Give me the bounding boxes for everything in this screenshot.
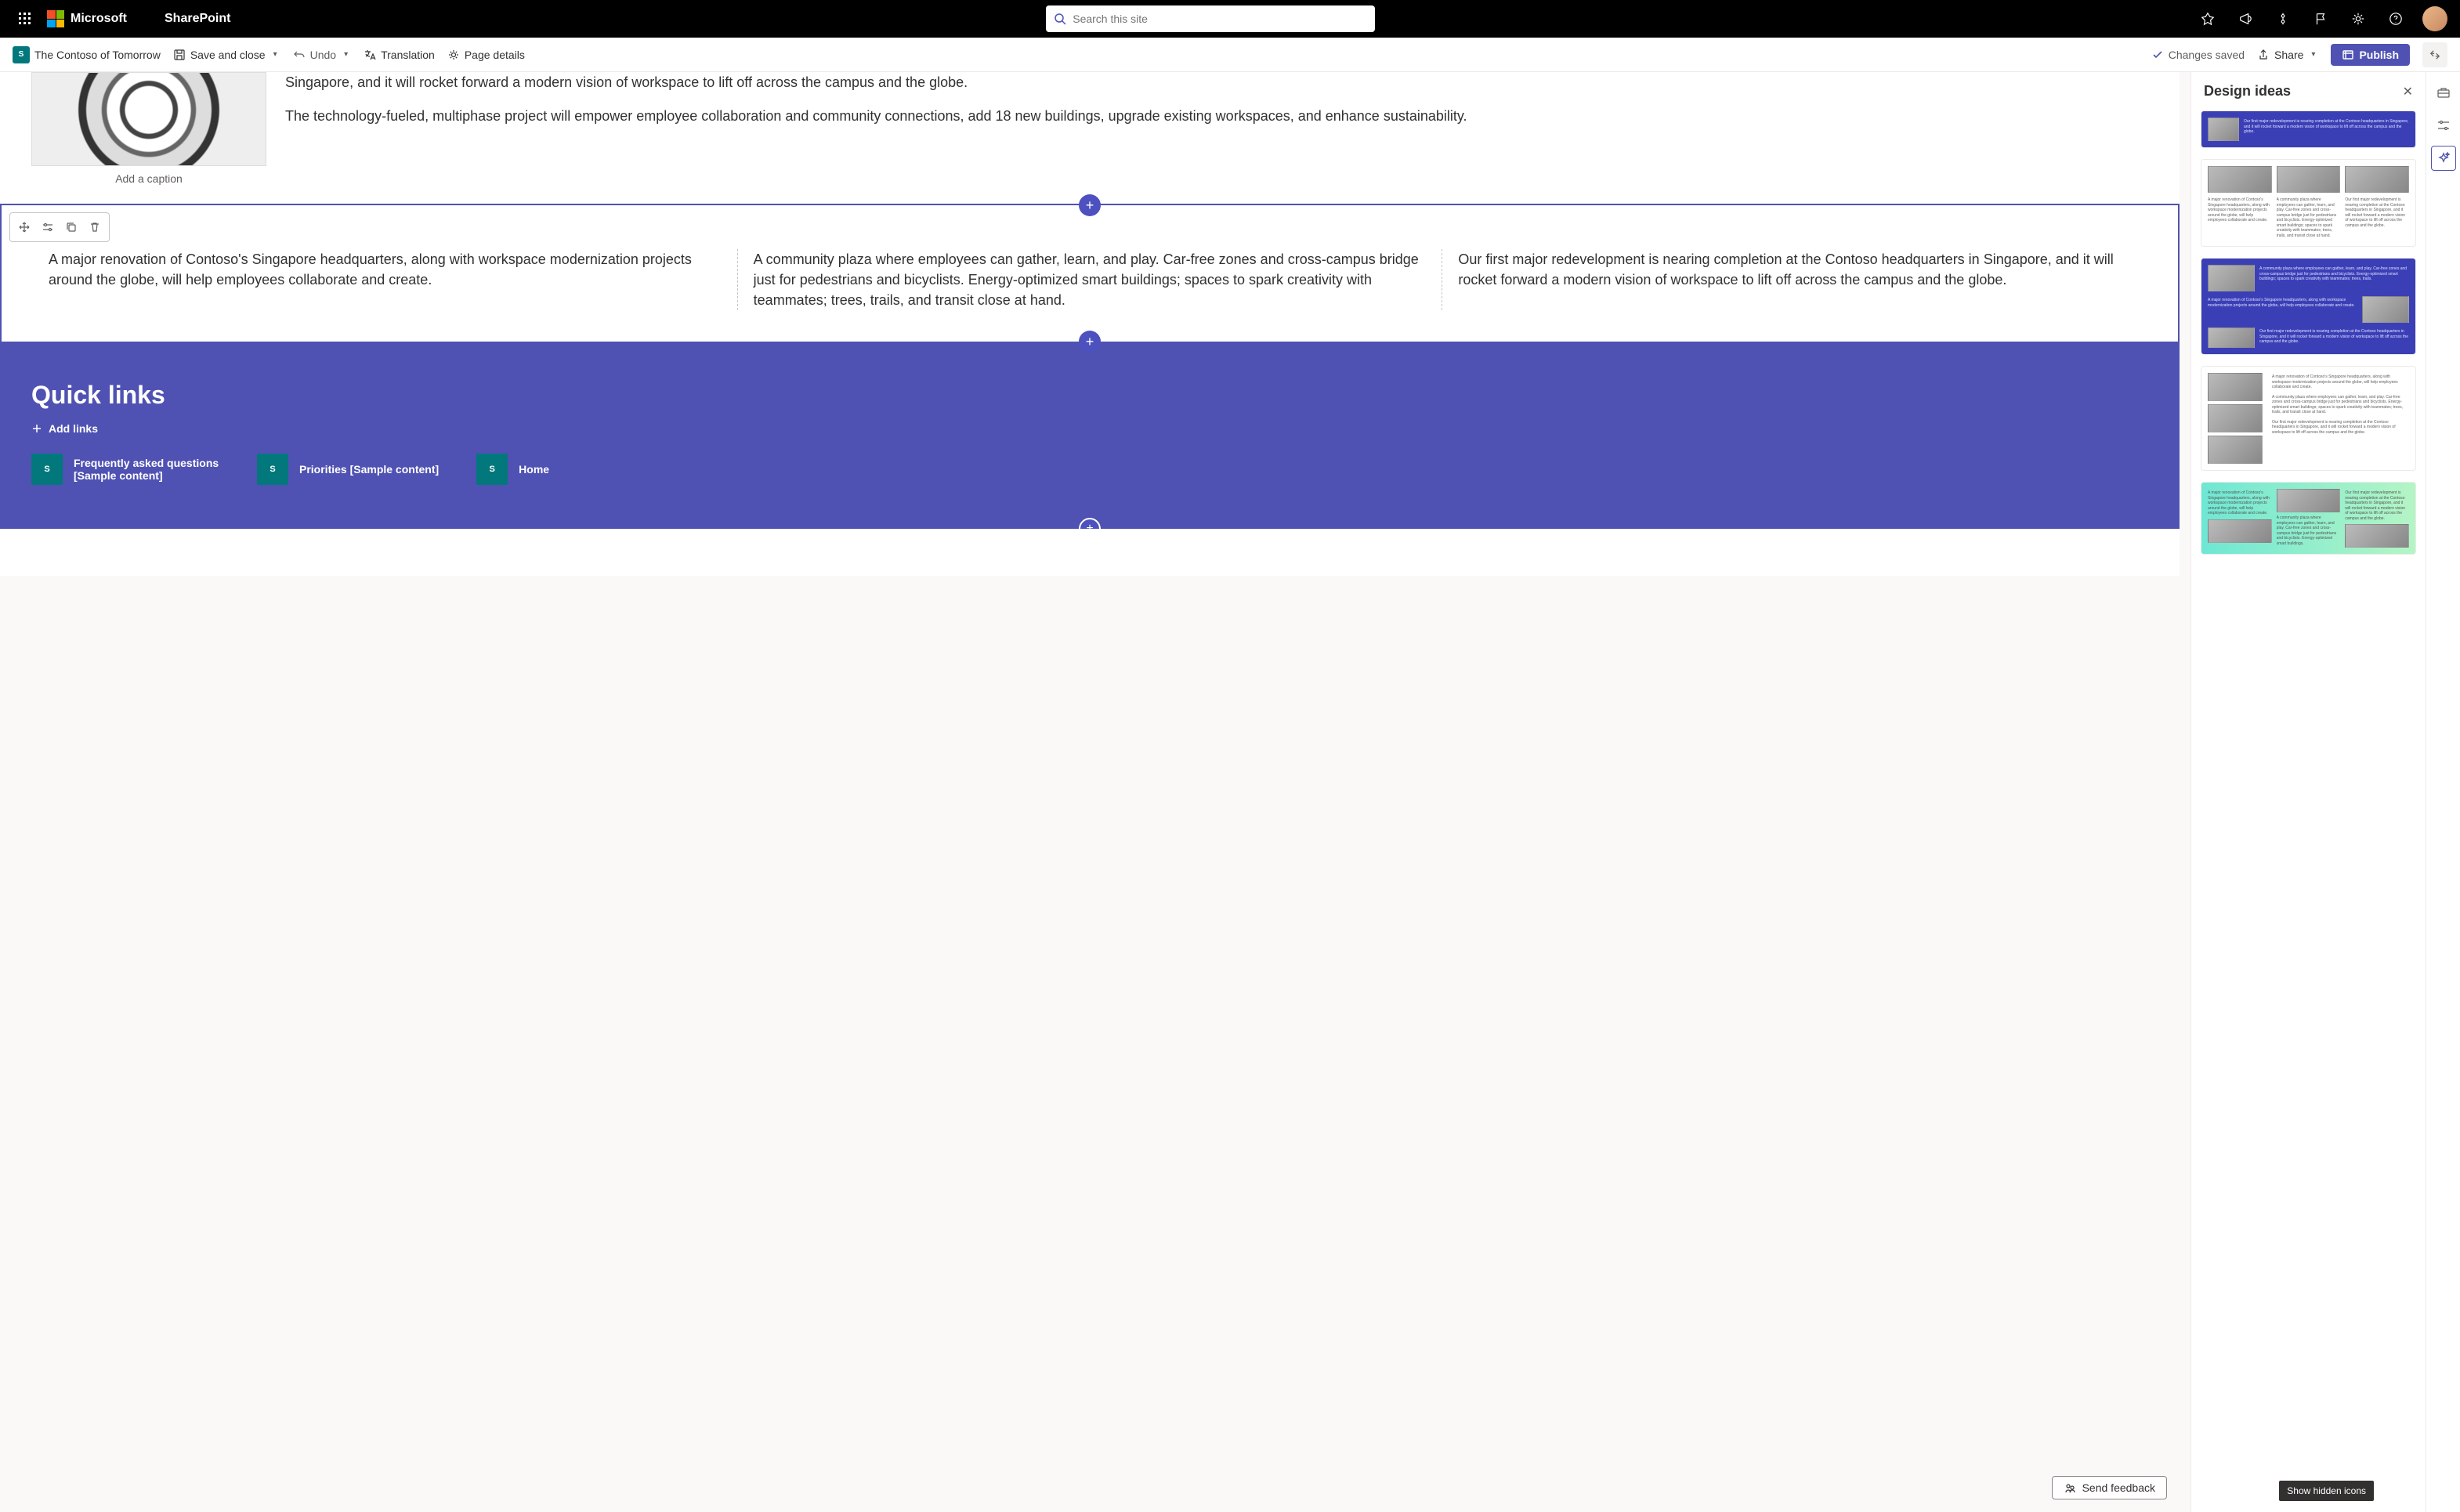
search-box[interactable] (1046, 5, 1375, 32)
translation-icon (364, 49, 376, 61)
quick-links-section: Quick links Add links S Frequently asked… (0, 343, 2180, 529)
translation-button[interactable]: Translation (364, 49, 435, 61)
hero-para-2: The technology-fueled, multiphase projec… (285, 106, 2148, 127)
page-canvas[interactable]: Add a caption Singapore, and it will roc… (0, 72, 2190, 1512)
microsoft-logo: Microsoft (47, 10, 127, 27)
undo-icon (293, 49, 306, 61)
brand-label: Microsoft (71, 12, 127, 26)
image-caption-placeholder[interactable]: Add a caption (31, 172, 266, 185)
design-ideas-button[interactable] (2431, 146, 2456, 171)
properties-button[interactable] (2431, 113, 2456, 138)
design-ideas-list[interactable]: Our first major redevelopment is nearing… (2191, 110, 2426, 1512)
megaphone-icon[interactable] (2228, 0, 2263, 38)
user-avatar[interactable] (2422, 6, 2447, 31)
design-idea-card[interactable]: A major renovation of Contoso's Singapor… (2201, 482, 2416, 555)
gear-icon (447, 49, 460, 61)
publish-button[interactable]: Publish (2331, 44, 2410, 66)
quick-link-label: Priorities [Sample content] (299, 463, 439, 476)
sharepoint-page-icon: S (31, 454, 63, 485)
delete-section-button[interactable] (84, 216, 106, 238)
add-section-top-button[interactable]: + (1079, 194, 1101, 216)
save-icon (173, 49, 186, 61)
site-icon: S (13, 46, 30, 63)
quick-link-item[interactable]: S Frequently asked questions [Sample con… (31, 454, 219, 485)
quick-link-item[interactable]: S Priorities [Sample content] (257, 454, 439, 485)
page-details-button[interactable]: Page details (447, 49, 525, 61)
save-and-close-button[interactable]: Save and close ▾ (173, 49, 280, 61)
sliders-icon (2436, 118, 2451, 132)
settings-icon[interactable] (2341, 0, 2375, 38)
sharepoint-page-icon: S (476, 454, 508, 485)
share-icon (2257, 49, 2270, 61)
column-2-text[interactable]: A community plaza where employees can ga… (737, 249, 1442, 310)
suite-header: Microsoft SharePoint (0, 0, 2460, 38)
flag-icon[interactable] (2303, 0, 2338, 38)
plus-icon (31, 423, 42, 434)
add-links-button[interactable]: Add links (31, 422, 2148, 435)
hero-para-1: Singapore, and it will rocket forward a … (285, 72, 2148, 93)
design-idea-card[interactable]: A major renovation of Contoso's Singapor… (2201, 366, 2416, 471)
quick-links-title: Quick links (31, 381, 2148, 410)
hero-section: Add a caption Singapore, and it will roc… (0, 72, 2180, 204)
hero-image[interactable] (31, 72, 266, 166)
search-icon (1054, 13, 1066, 25)
feedback-icon (2064, 1481, 2076, 1494)
settings-gear-alt-icon[interactable] (2266, 0, 2300, 38)
selected-section[interactable]: + A major renovation of Contoso's Singap… (0, 204, 2180, 343)
collapse-icon (2429, 49, 2440, 60)
checkmark-icon (2151, 49, 2164, 61)
search-input[interactable] (1073, 13, 1367, 25)
design-idea-card[interactable]: A community plaza where employees can ga… (2201, 258, 2416, 355)
quick-link-item[interactable]: S Home (476, 454, 549, 485)
changes-saved-status: Changes saved (2151, 49, 2245, 61)
panel-close-button[interactable]: ✕ (2403, 84, 2413, 99)
quick-link-label: Frequently asked questions [Sample conte… (74, 457, 219, 482)
design-ideas-panel: Design ideas ✕ Our first major redevelop… (2190, 72, 2426, 1512)
edit-section-button[interactable] (37, 216, 59, 238)
chevron-down-icon[interactable]: ▾ (2308, 50, 2318, 59)
right-rail (2426, 72, 2460, 1512)
site-breadcrumb[interactable]: S The Contoso of Tomorrow (13, 46, 161, 63)
undo-button[interactable]: Undo ▾ (293, 49, 352, 61)
column-3-text[interactable]: Our first major redevelopment is nearing… (1442, 249, 2147, 310)
app-name: SharePoint (165, 12, 230, 26)
sparkle-icon (2436, 151, 2451, 165)
premium-icon[interactable] (2190, 0, 2225, 38)
toolbox-button[interactable] (2431, 80, 2456, 105)
publish-icon (2342, 49, 2354, 61)
panel-title: Design ideas (2204, 83, 2291, 99)
sharepoint-page-icon: S (257, 454, 288, 485)
hero-text[interactable]: Singapore, and it will rocket forward a … (285, 72, 2148, 139)
toolbox-icon (2436, 85, 2451, 99)
help-icon[interactable] (2379, 0, 2413, 38)
microsoft-flag-icon (47, 10, 64, 27)
share-button[interactable]: Share ▾ (2257, 49, 2318, 61)
command-bar: S The Contoso of Tomorrow Save and close… (0, 38, 2460, 72)
site-name: The Contoso of Tomorrow (34, 49, 161, 61)
design-idea-card[interactable]: A major renovation of Contoso's Singapor… (2201, 159, 2416, 247)
app-launcher-button[interactable] (6, 0, 44, 38)
chevron-down-icon[interactable]: ▾ (341, 50, 351, 59)
collapse-panel-button[interactable] (2422, 42, 2447, 67)
design-idea-card[interactable]: Our first major redevelopment is nearing… (2201, 110, 2416, 148)
section-toolbar (9, 212, 110, 242)
duplicate-section-button[interactable] (60, 216, 82, 238)
move-section-button[interactable] (13, 216, 35, 238)
send-feedback-button[interactable]: Send feedback (2052, 1476, 2167, 1499)
chevron-down-icon[interactable]: ▾ (270, 50, 280, 59)
hidden-icons-tooltip: Show hidden icons (2279, 1481, 2374, 1501)
column-1-text[interactable]: A major renovation of Contoso's Singapor… (33, 249, 737, 310)
quick-link-label: Home (519, 463, 549, 476)
add-section-bottom-button[interactable]: + (1079, 331, 1101, 353)
